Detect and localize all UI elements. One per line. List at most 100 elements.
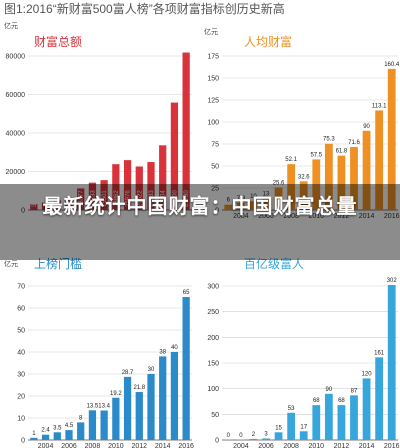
- data-label: 33604: [161, 190, 167, 207]
- bar: [224, 439, 233, 440]
- data-label: 25976: [126, 190, 132, 207]
- y-tick-label: 200: [207, 335, 219, 342]
- y-unit-label: 亿元: [4, 259, 18, 268]
- bar: [299, 181, 308, 210]
- x-tick-label: 2014: [359, 213, 375, 220]
- x-tick-label: 2004: [233, 443, 249, 448]
- y-tick-label: 60000: [6, 92, 26, 99]
- data-label: 160.4: [384, 62, 400, 68]
- y-tick-label: 0: [21, 438, 25, 445]
- bar: [30, 204, 38, 210]
- x-tick-label: 2008: [85, 443, 101, 448]
- x-tick-label: 2004: [38, 443, 54, 448]
- bar: [224, 204, 233, 210]
- data-label: 40: [171, 345, 178, 351]
- bar: [287, 412, 296, 440]
- data-label: 17: [300, 424, 307, 430]
- bar: [65, 197, 73, 210]
- data-label: 81780: [184, 190, 190, 207]
- data-label: 2.4: [41, 428, 50, 434]
- x-tick-label: 2012: [132, 443, 148, 448]
- overlay-banner-text: 最新统计中国财富：中国财富总量: [42, 196, 358, 218]
- data-label: 65: [183, 290, 190, 296]
- bar: [135, 392, 143, 440]
- y-tick-label: 70: [17, 284, 25, 291]
- x-tick-label: 2010: [108, 443, 124, 448]
- y-tick-label: 175: [207, 54, 219, 61]
- y-tick-label: 100: [207, 120, 219, 127]
- data-label: 0: [239, 433, 243, 439]
- y-tick-label: 150: [207, 361, 219, 368]
- y-tick-label: 75: [211, 142, 219, 149]
- bar: [236, 203, 245, 210]
- bar: [53, 432, 61, 440]
- bar: [123, 160, 132, 210]
- x-tick-label: 2006: [61, 443, 77, 448]
- bar: [274, 187, 283, 210]
- bar: [324, 143, 333, 210]
- bar: [112, 164, 120, 210]
- y-unit-label: 亿元: [204, 27, 218, 36]
- data-label: 3: [264, 431, 268, 437]
- data-label: 7.9: [237, 196, 246, 202]
- data-label: 3.5: [53, 425, 62, 431]
- x-tick-label: 2014: [359, 443, 375, 448]
- bar: [387, 284, 396, 440]
- bar: [65, 430, 73, 440]
- data-label: 27983: [149, 190, 155, 207]
- y-tick-label: 0: [215, 208, 219, 215]
- bar: [123, 376, 132, 440]
- data-label: 68: [313, 398, 320, 404]
- data-label: 0: [227, 433, 231, 439]
- data-label: 13.4: [98, 404, 110, 410]
- bar: [147, 374, 155, 440]
- x-tick-label: 2008: [283, 443, 299, 448]
- data-label: 15: [275, 425, 282, 431]
- bar: [135, 166, 143, 210]
- bar: [100, 180, 108, 210]
- data-label: 120: [362, 371, 373, 377]
- y-tick-label: 0: [215, 438, 219, 445]
- x-tick-label: 2010: [309, 443, 325, 448]
- y-tick-label: 10: [17, 416, 25, 423]
- y-tick-label: 50: [211, 164, 219, 171]
- x-tick-label: 2016: [384, 213, 400, 220]
- bar: [387, 68, 396, 210]
- bar: [337, 155, 346, 210]
- y-unit-label: 亿元: [4, 21, 18, 30]
- data-label: 87: [351, 388, 358, 394]
- bar: [350, 395, 358, 440]
- bar: [274, 432, 283, 440]
- bar: [350, 146, 358, 210]
- x-tick-label: 2010: [309, 213, 325, 220]
- data-label: 6541: [67, 193, 73, 207]
- data-label: 13: [263, 192, 270, 198]
- overlay-banner: [0, 184, 400, 260]
- data-label: 57.5: [310, 152, 322, 158]
- bar: [182, 297, 190, 440]
- data-label: 38: [159, 349, 166, 355]
- chart-title: 上榜门槛: [34, 256, 82, 271]
- data-label: 53: [288, 406, 295, 412]
- data-label: 68: [338, 398, 345, 404]
- data-label: 71.6: [348, 140, 360, 146]
- bar: [159, 145, 167, 210]
- bar: [53, 200, 61, 211]
- y-tick-label: 300: [207, 284, 219, 291]
- data-label: 4.5: [65, 423, 74, 429]
- y-tick-label: 50: [17, 328, 25, 335]
- data-label: 2: [252, 432, 256, 438]
- data-label: 32.6: [298, 174, 310, 180]
- data-label: 90: [363, 124, 370, 130]
- y-tick-label: 60: [17, 306, 25, 313]
- bar: [41, 202, 50, 210]
- y-tick-label: 250: [207, 309, 219, 316]
- chart-title: 百亿级富人: [244, 256, 304, 271]
- x-tick-label: 2012: [334, 443, 350, 448]
- bar: [299, 431, 308, 440]
- data-label: 26622: [137, 190, 143, 207]
- bar: [182, 52, 190, 210]
- data-label: 13077: [79, 190, 85, 207]
- data-label: 3928: [44, 193, 50, 207]
